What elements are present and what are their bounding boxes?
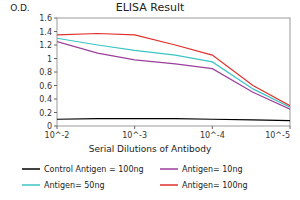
y-tick	[54, 18, 57, 19]
y-tick	[54, 58, 57, 59]
legend-label: Control Antigen = 100ng	[44, 165, 144, 174]
x-tick	[212, 126, 213, 129]
chart: ELISA Result O.D. 0 0.2 0.4 0.6 0.8 1 1.2 1.4 1.6 1…	[0, 0, 300, 200]
series-line	[57, 38, 290, 107]
x-label: Serial Dilutions of Antibody	[89, 144, 212, 154]
y-tick-label: 0.6	[39, 82, 52, 91]
x-tick	[134, 126, 135, 129]
legend-label: Antigen= 100ng	[182, 181, 248, 190]
legend-swatch	[22, 184, 40, 186]
x-tick-label: 10^-4	[200, 131, 225, 140]
title: ELISA Result	[116, 1, 185, 14]
series-line	[57, 34, 290, 106]
x-tick-label: 10^-5	[265, 131, 290, 140]
series-line	[57, 119, 290, 121]
y-tick	[54, 99, 57, 100]
y-tick-label: 1.2	[39, 41, 52, 50]
plot-frame	[57, 18, 290, 126]
y-tick	[54, 85, 57, 86]
x-tick-label: 10^-2	[45, 131, 70, 140]
y-tick-label: 0	[47, 122, 52, 131]
series-group	[57, 34, 290, 121]
legend-label: Antigen= 50ng	[44, 181, 105, 190]
y-tick-label: 0.4	[39, 95, 52, 104]
legend-swatch	[160, 168, 178, 170]
x-tick	[57, 126, 58, 129]
y-tick	[54, 31, 57, 32]
x-tick	[290, 126, 291, 129]
y-tick	[54, 72, 57, 73]
y-tick-label: 1	[47, 55, 52, 64]
y-tick-label: 0.8	[39, 68, 52, 77]
y-tick	[54, 112, 57, 113]
legend-label: Antigen= 10ng	[182, 165, 243, 174]
legend-swatch	[160, 184, 178, 186]
x-tick-label: 10^-3	[122, 131, 147, 140]
y-tick	[54, 45, 57, 46]
y-tick-label: 1.4	[39, 28, 52, 37]
y-tick-label: 1.6	[39, 14, 52, 23]
series-line	[57, 42, 290, 110]
y-label: O.D.	[10, 3, 29, 13]
y-tick-label: 0.2	[39, 109, 52, 118]
legend-swatch	[22, 168, 40, 170]
